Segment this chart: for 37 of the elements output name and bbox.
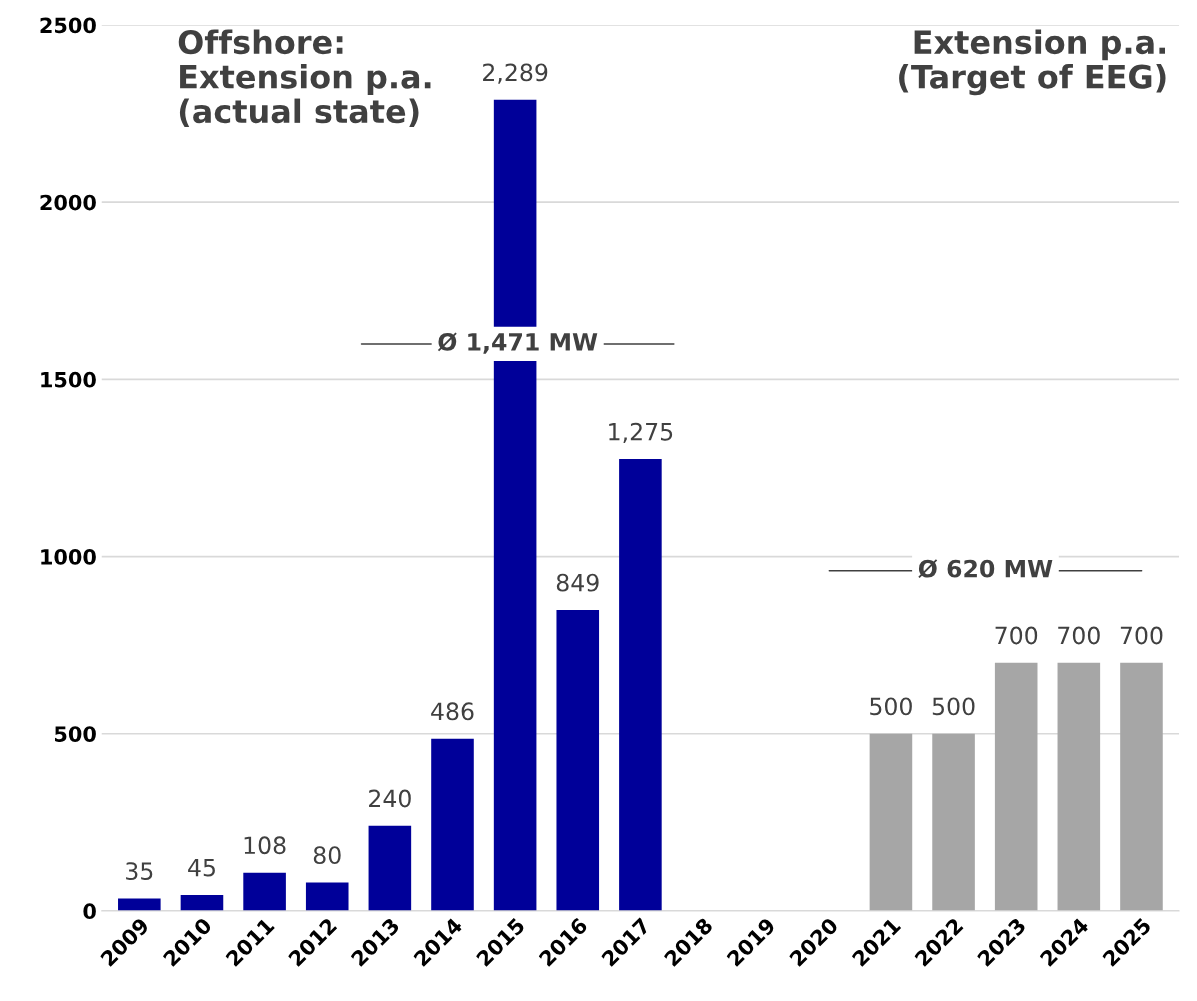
y-tick-label: 500 bbox=[55, 726, 96, 742]
bar bbox=[305, 882, 349, 911]
bar bbox=[556, 610, 600, 911]
y-tick-label: 0 bbox=[83, 903, 96, 920]
data-label: 2,289 bbox=[483, 63, 548, 84]
annotation: Ø 620 MW bbox=[918, 559, 1053, 579]
bar bbox=[869, 733, 913, 911]
data-label: 700 bbox=[1058, 626, 1100, 645]
bar bbox=[368, 825, 412, 911]
bar bbox=[932, 733, 975, 911]
data-label: 240 bbox=[369, 789, 411, 808]
data-label: 1,275 bbox=[609, 422, 673, 444]
bar bbox=[180, 894, 224, 911]
data-label: 500 bbox=[870, 697, 912, 716]
bar bbox=[118, 898, 161, 911]
bar bbox=[619, 459, 662, 911]
data-label: 700 bbox=[995, 626, 1038, 645]
data-label: 35 bbox=[126, 862, 153, 881]
data-label: 849 bbox=[556, 573, 599, 592]
bar bbox=[431, 738, 474, 911]
y-tick-label: 2000 bbox=[40, 194, 96, 211]
y-tick-label: 2500 bbox=[40, 17, 96, 34]
bar bbox=[1120, 662, 1163, 911]
annotation: Ø 1,471 MW bbox=[437, 332, 598, 354]
bar bbox=[243, 872, 286, 911]
y-tick-label: 1000 bbox=[41, 549, 96, 565]
annotation: Offshore: Extension p.a. (actual state) bbox=[178, 29, 431, 128]
data-label: 108 bbox=[244, 836, 286, 855]
annotation: Extension p.a. (Target of EEG) bbox=[899, 29, 1166, 96]
data-label: 45 bbox=[188, 858, 215, 877]
data-label: 486 bbox=[431, 702, 474, 721]
data-label: 500 bbox=[932, 697, 975, 716]
data-label: 80 bbox=[313, 846, 341, 865]
y-tick-label: 1500 bbox=[41, 371, 96, 388]
data-label: 700 bbox=[1120, 626, 1163, 645]
bar bbox=[1057, 662, 1101, 911]
bar bbox=[994, 662, 1038, 911]
